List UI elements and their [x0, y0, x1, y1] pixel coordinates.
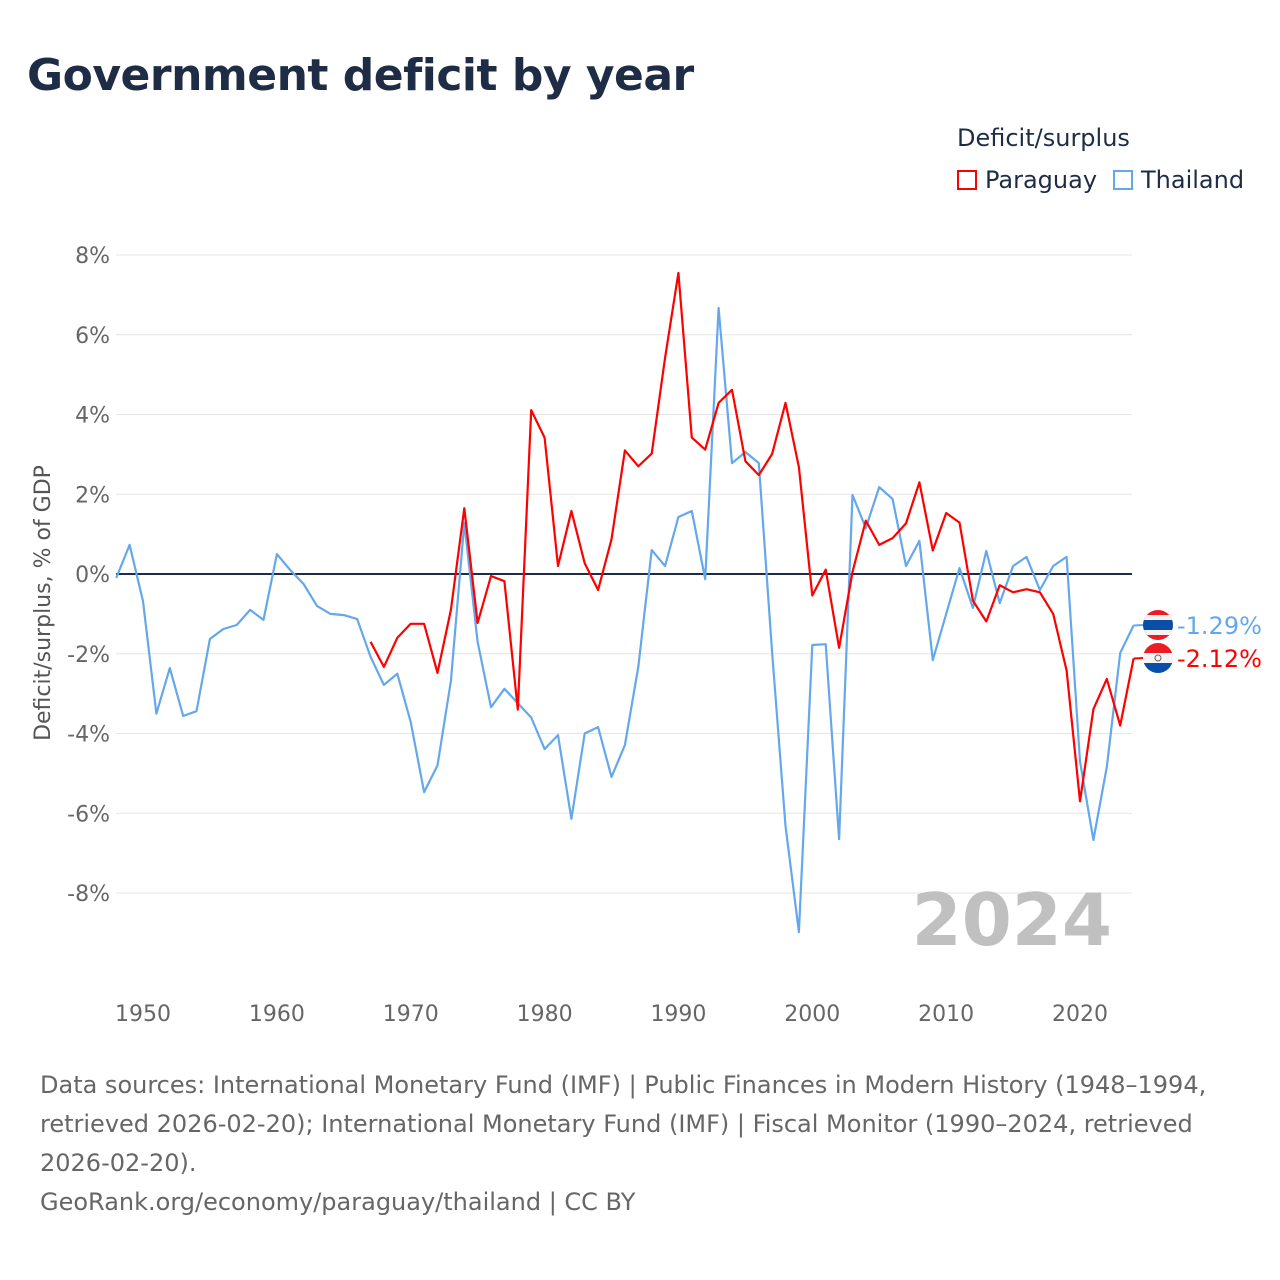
- legend-swatch-thailand: [1113, 170, 1133, 190]
- y-tick-label: 4%: [75, 404, 110, 429]
- data-sources: Data sources: International Monetary Fun…: [40, 1071, 1207, 1177]
- y-tick-label: -4%: [67, 723, 110, 748]
- flag-stripes: [1143, 643, 1173, 673]
- x-tick-label: 1950: [115, 1002, 171, 1027]
- x-tick-label: 1970: [383, 1002, 439, 1027]
- flag-stripe: [1143, 663, 1173, 673]
- end-connector: [1133, 657, 1145, 660]
- x-tick-label: 2000: [784, 1002, 840, 1027]
- x-tick-label: 2010: [918, 1002, 974, 1027]
- year-watermark: 2024: [912, 878, 1112, 962]
- legend-swatch-paraguay: [957, 170, 977, 190]
- footer: Data sources: International Monetary Fun…: [40, 1066, 1240, 1222]
- legend-label-paraguay: Paraguay: [985, 166, 1098, 194]
- legend-item-thailand[interactable]: Thailand: [1113, 166, 1244, 194]
- line-chart: 8% 6% 4% 2% 0% -2% -4% -6% -8% 1950 1960 1970 1980 19…: [31, 244, 1262, 1027]
- flag-stripe: [1143, 620, 1173, 630]
- y-tick-label: 8%: [75, 244, 110, 269]
- end-value-label-paraguay: -2.12%: [1177, 645, 1262, 673]
- x-tick-label: 1980: [517, 1002, 573, 1027]
- legend-item-paraguay[interactable]: Paraguay: [957, 166, 1097, 194]
- flag-emblem: [1154, 654, 1162, 662]
- y-tick-label: -2%: [67, 643, 110, 668]
- flag-thailand-icon: [1143, 610, 1173, 640]
- y-axis-label: Deficit/surplus, % of GDP: [31, 465, 56, 741]
- flag-stripe: [1143, 643, 1173, 653]
- y-tick-label: 0%: [75, 563, 110, 588]
- end-value-label-thailand: -1.29%: [1177, 612, 1262, 640]
- x-tick-label: 1960: [249, 1002, 305, 1027]
- flag-stripe: [1143, 653, 1173, 663]
- credit-link[interactable]: GeoRank.org/economy/paraguay/thailand | …: [40, 1188, 636, 1216]
- y-tick-label: 2%: [75, 483, 110, 508]
- legend-label-thailand: Thailand: [1141, 166, 1245, 194]
- series-line-paraguay: [369, 271, 1135, 803]
- x-tick-label: 1990: [650, 1002, 706, 1027]
- y-tick-label: 6%: [75, 324, 110, 349]
- x-tick-label: 2020: [1052, 1002, 1108, 1027]
- flag-stripes: [1143, 610, 1173, 640]
- flag-paraguay-icon: [1143, 643, 1173, 673]
- y-tick-label: -6%: [67, 802, 110, 827]
- y-tick-label: -8%: [67, 882, 110, 907]
- chart-title: Government deficit by year: [27, 50, 694, 101]
- legend-title: Deficit/surplus: [957, 124, 1130, 152]
- series-line-thailand: [115, 306, 1135, 934]
